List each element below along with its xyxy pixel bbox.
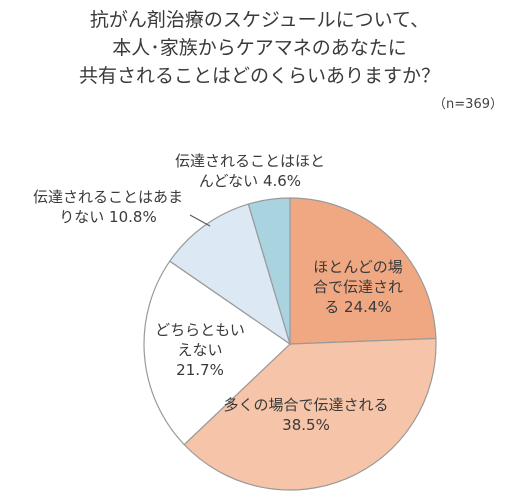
- slice-mostly-communicated: [289, 197, 437, 345]
- slice-rarely-communicated: [168, 203, 292, 346]
- label-often-communicated: 多くの場合で伝達される 38.5%: [223, 396, 388, 434]
- leader-line-rarely: [189, 214, 211, 227]
- slice-almost-never-communicated: [247, 197, 291, 345]
- slice-often-communicated: [183, 337, 437, 491]
- chart-title: 抗がん剤治療のスケジュールについて、 本人･家族からケアマネのあなたに 共有され…: [0, 6, 519, 90]
- slice-neither: [143, 260, 291, 446]
- title-line-2: 本人･家族からケアマネのあなたに: [112, 37, 407, 59]
- sample-size: （n=369）: [433, 97, 503, 112]
- title-line-1: 抗がん剤治療のスケジュールについて、: [89, 9, 430, 31]
- label-neither: どちらともいえない 21.7%: [155, 321, 245, 379]
- title-line-3: 共有されることはどのくらいありますか？: [78, 65, 440, 87]
- label-rarely-communicated: 伝達されることはあまりない 10.8%: [33, 188, 183, 226]
- label-almost-never-communicated: 伝達されることはほとんどない 4.6%: [175, 152, 325, 190]
- label-mostly-communicated: ほとんどの場合で伝達される 24.4%: [313, 258, 403, 316]
